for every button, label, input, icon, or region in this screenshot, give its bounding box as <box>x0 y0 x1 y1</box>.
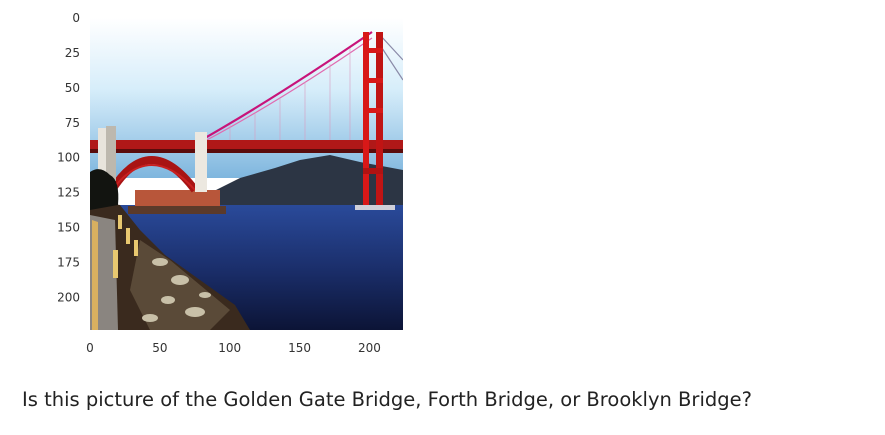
y-tick-label: 75 <box>65 116 80 130</box>
y-tick-label: 50 <box>65 81 80 95</box>
suspension-cable <box>204 31 373 139</box>
y-tick-label: 200 <box>57 290 80 304</box>
bridge-tower <box>363 32 369 207</box>
y-tick-label: 150 <box>57 221 80 235</box>
x-tick-label: 100 <box>218 341 241 355</box>
x-axis: 0 50 100 150 200 <box>86 341 381 355</box>
right-pylon <box>195 132 207 192</box>
fort-building <box>135 190 220 210</box>
y-tick-label: 25 <box>65 46 80 60</box>
question-text: Is this picture of the Golden Gate Bridg… <box>22 388 752 411</box>
mountain <box>180 155 403 210</box>
trees <box>90 169 119 210</box>
x-tick-label: 50 <box>152 341 167 355</box>
y-tick-label: 125 <box>57 186 80 200</box>
y-axis: 0 25 50 75 100 125 150 175 200 <box>57 11 80 304</box>
x-tick-label: 150 <box>288 341 311 355</box>
bridge-photo <box>90 18 403 330</box>
y-tick-label: 0 <box>72 11 80 25</box>
y-tick-label: 100 <box>57 151 80 165</box>
x-tick-label: 200 <box>358 341 381 355</box>
bridge-deck <box>90 140 403 149</box>
image-plot: 0 25 50 75 100 125 150 175 200 0 50 100 150 200 <box>57 11 403 355</box>
image-figure-svg: 0 25 50 75 100 125 150 175 200 0 50 100 150 200 <box>57 11 403 355</box>
y-tick-label: 175 <box>57 256 80 270</box>
x-tick-label: 0 <box>86 341 94 355</box>
bridge-arch <box>108 156 199 193</box>
